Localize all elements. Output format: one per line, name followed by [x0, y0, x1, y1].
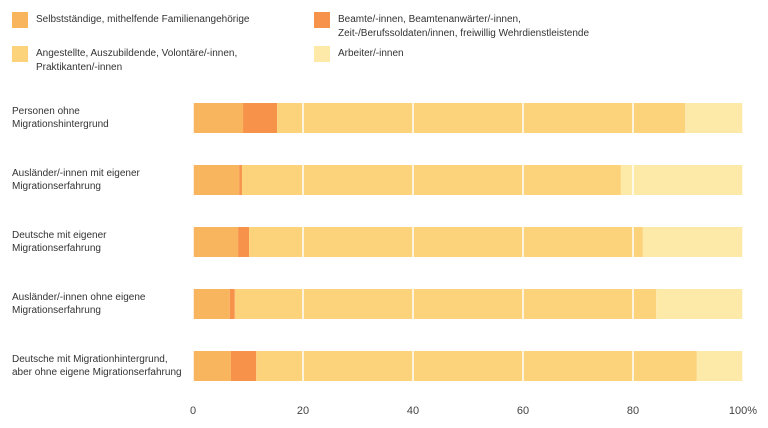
category-label: Personen ohne Migrationshintergrund	[12, 106, 109, 130]
bar-segment	[234, 289, 657, 319]
bar-segment	[229, 289, 235, 319]
x-tick-label: 60	[517, 405, 529, 417]
bar-segment	[241, 165, 621, 195]
category-label: Deutsche mit Migrationhintergrund, aber …	[12, 354, 182, 378]
legend-label: Beamte/-innen, Beamtenanwärter/-innen, Z…	[338, 14, 590, 39]
legend-swatch	[12, 12, 28, 28]
legend-swatch	[12, 46, 28, 62]
bar-segment	[193, 103, 244, 133]
x-tick-label: 20	[297, 405, 309, 417]
category-label: Deutsche mit eigener Migrationserfahrung	[12, 230, 107, 254]
bar-segment	[239, 165, 242, 195]
x-tick-label: 80	[627, 405, 639, 417]
category-label: Ausländer/-innen mit eigener Migrationse…	[12, 168, 140, 192]
bar-segment	[685, 103, 743, 133]
bar-segment	[277, 103, 686, 133]
bar-segment	[238, 227, 250, 257]
bar-segment	[193, 289, 230, 319]
bar-segment	[696, 351, 743, 381]
bar-segment	[249, 227, 643, 257]
legend-item: Arbeiter/-innen	[314, 46, 404, 62]
x-tick-label: 40	[407, 405, 419, 417]
bar-segment	[193, 351, 231, 381]
x-tick-label: 0	[190, 405, 196, 417]
x-tick-label: 100%	[729, 405, 757, 417]
bar-segment	[193, 165, 240, 195]
legend-label: Angestellte, Auszubildende, Volontäre/-i…	[36, 48, 238, 73]
bar-segment	[230, 351, 257, 381]
bar-segment	[642, 227, 743, 257]
legend-item: Selbstständige, mithelfende Familienange…	[12, 12, 249, 28]
legend-swatch	[314, 12, 330, 28]
legend-swatch	[314, 46, 330, 62]
bar-segment	[256, 351, 697, 381]
legend-item: Angestellte, Auszubildende, Volontäre/-i…	[12, 46, 237, 75]
bar-segment	[243, 103, 278, 133]
legend-label: Arbeiter/-innen	[338, 48, 404, 59]
bar-segment	[620, 165, 743, 195]
legend-label: Selbstständige, mithelfende Familienange…	[36, 14, 250, 25]
category-label: Ausländer/-innen ohne eigene Migrationse…	[12, 292, 146, 316]
bar-segment	[656, 289, 743, 319]
bar-segment	[193, 227, 239, 257]
legend-item: Beamte/-innen, Beamtenanwärter/-innen, Z…	[314, 12, 589, 41]
